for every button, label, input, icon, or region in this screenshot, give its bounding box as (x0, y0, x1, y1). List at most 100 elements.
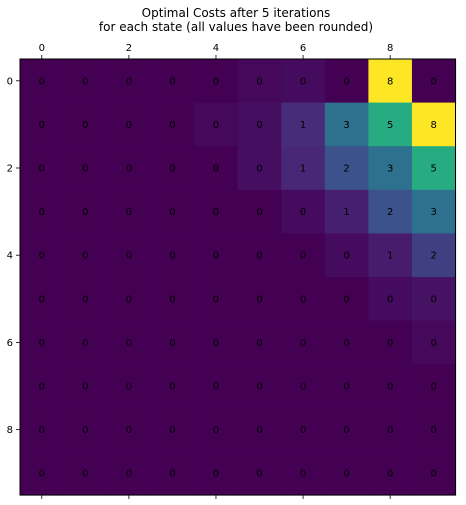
heatmap-cell (150, 189, 195, 234)
heatmap-cell (368, 364, 413, 409)
heatmap-cell (324, 451, 369, 496)
heatmap-cell (107, 364, 152, 409)
heatmap-cell (107, 189, 152, 234)
cell-value-label: 0 (256, 76, 262, 87)
y-tick-label: 2 (7, 164, 13, 175)
cell-value-label: 0 (169, 164, 175, 175)
heatmap-cell (194, 407, 239, 452)
heatmap-cell (107, 277, 152, 322)
heatmap-cell (237, 233, 282, 278)
cell-value-label: 0 (169, 120, 175, 131)
cell-value-label: 0 (300, 338, 306, 349)
heatmap-cell (63, 189, 108, 234)
heatmap-cell (324, 407, 369, 452)
cell-value-label: 8 (431, 120, 437, 131)
heatmap-cell (63, 451, 108, 496)
cell-value-label: 0 (256, 338, 262, 349)
y-tick-label: 8 (7, 425, 13, 436)
cell-value-label: 0 (387, 469, 393, 480)
cell-value-label: 0 (169, 425, 175, 436)
heatmap-cell (20, 277, 65, 322)
heatmap-cell (324, 233, 369, 278)
heatmap-cell (194, 277, 239, 322)
cell-value-label: 0 (431, 294, 437, 305)
cell-value-label: 0 (256, 425, 262, 436)
heatmap-cell (107, 146, 152, 191)
cell-value-label: 0 (82, 382, 88, 393)
cell-value-label: 0 (82, 338, 88, 349)
heatmap-cell-labels: 0 0 0 0 0 0 0 0 8 0 0 0 0 0 0 0 1 3 5 8 0 0 0 0 0 0 1 2 3 5 0 0 0 0 0 0 0 1 2 3… (39, 76, 437, 479)
heatmap-cell (411, 102, 457, 147)
heatmap-cell (20, 451, 65, 496)
cell-value-label: 0 (343, 338, 349, 349)
heatmap-cell (411, 59, 457, 104)
cell-value-label: 0 (82, 207, 88, 218)
x-tick-label: 8 (387, 43, 393, 54)
plot-frame (19, 58, 456, 496)
heatmap-cell (324, 320, 369, 365)
cell-value-label: 0 (343, 294, 349, 305)
cell-value-label: 0 (39, 338, 45, 349)
cell-value-label: 0 (213, 425, 219, 436)
heatmap-cell (411, 364, 457, 409)
cell-value-label: 0 (300, 76, 306, 87)
heatmap-cell (411, 189, 457, 234)
heatmap-cell (107, 320, 152, 365)
cell-value-label: 0 (213, 338, 219, 349)
heatmap-cell (411, 407, 457, 452)
heatmap-cell (194, 102, 239, 147)
x-tick-label: 0 (39, 43, 45, 54)
heatmap-cell (20, 59, 65, 104)
cell-value-label: 0 (126, 469, 132, 480)
cell-value-label: 0 (126, 164, 132, 175)
heatmap-cell (150, 451, 195, 496)
heatmap-cell (237, 277, 282, 322)
chart-title-line-2: for each state (all values have been rou… (99, 20, 373, 34)
cell-value-label: 0 (169, 294, 175, 305)
heatmap-cell (281, 146, 326, 191)
cell-value-label: 3 (343, 120, 349, 131)
heatmap-cell (281, 59, 326, 104)
y-tick-label: 6 (7, 338, 13, 349)
cell-value-label: 0 (213, 469, 219, 480)
cell-value-label: 0 (431, 338, 437, 349)
heatmap-cell (237, 102, 282, 147)
cell-value-label: 0 (82, 164, 88, 175)
cell-value-label: 0 (39, 120, 45, 131)
cell-value-label: 0 (39, 76, 45, 87)
heatmap-cell (107, 233, 152, 278)
cell-value-label: 1 (300, 120, 306, 131)
heatmap-cell (237, 364, 282, 409)
heatmap-cell (194, 59, 239, 104)
heatmap-cell (20, 146, 65, 191)
cell-value-label: 0 (169, 207, 175, 218)
cell-value-label: 0 (126, 120, 132, 131)
heatmap-cell (63, 364, 108, 409)
y-tick-label: 4 (7, 251, 13, 262)
cell-value-label: 1 (343, 207, 349, 218)
cell-value-label: 0 (387, 338, 393, 349)
cell-value-label: 0 (126, 251, 132, 262)
cell-value-label: 0 (256, 294, 262, 305)
heatmap-cell (20, 102, 65, 147)
cell-value-label: 0 (82, 425, 88, 436)
heatmap-cell (150, 59, 195, 104)
heatmap-cell (411, 320, 457, 365)
heatmap-cell (150, 364, 195, 409)
cell-value-label: 0 (126, 294, 132, 305)
cell-value-label: 0 (387, 294, 393, 305)
cell-value-label: 0 (39, 294, 45, 305)
heatmap-cell (368, 277, 413, 322)
cell-value-label: 0 (387, 382, 393, 393)
heatmap-cell (411, 146, 457, 191)
cell-value-label: 1 (300, 164, 306, 175)
cell-value-label: 0 (431, 76, 437, 87)
cell-value-label: 0 (169, 338, 175, 349)
heatmap-cell (20, 407, 65, 452)
heatmap-cell (281, 451, 326, 496)
cell-value-label: 0 (213, 294, 219, 305)
heatmap-cell (63, 320, 108, 365)
cell-value-label: 2 (431, 251, 437, 262)
heatmap-cell (150, 233, 195, 278)
